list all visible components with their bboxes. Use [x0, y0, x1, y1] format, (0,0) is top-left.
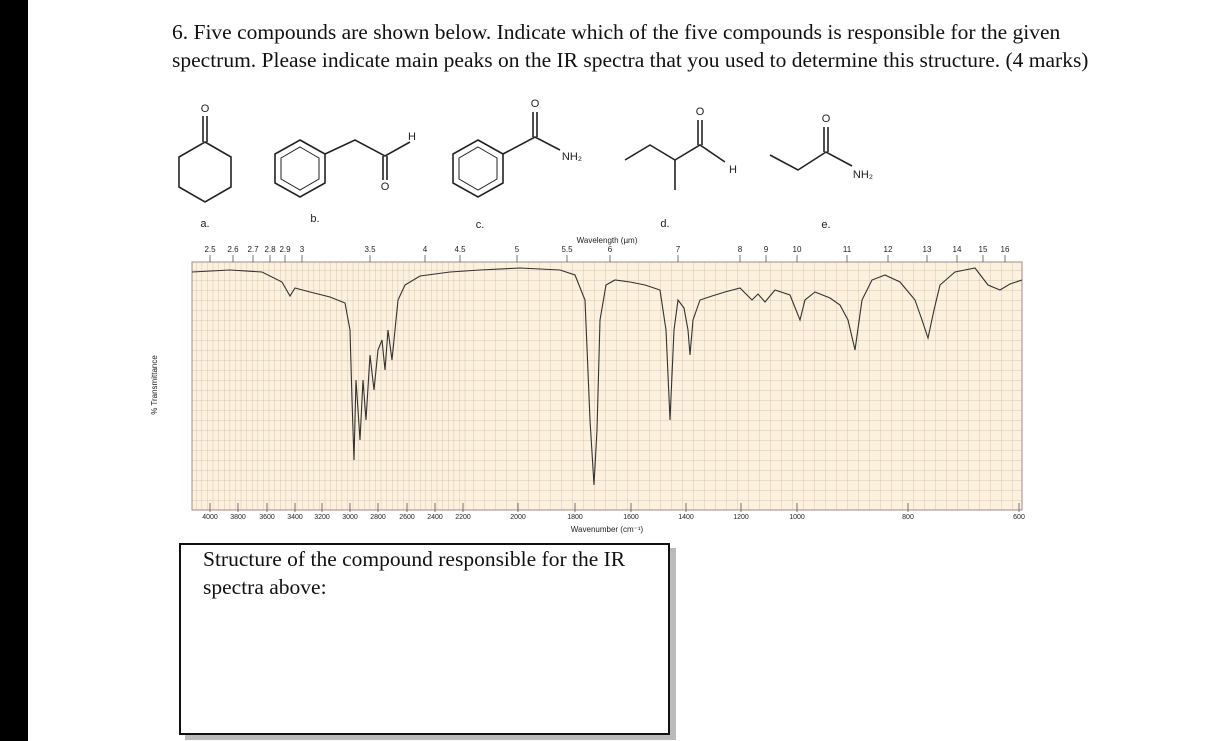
grid-fine [192, 262, 470, 510]
wavelength-tick-label: 2.5 [204, 245, 216, 254]
wavenumber-tick-label: 2600 [399, 514, 415, 521]
wavelength-tick-label: 4 [423, 245, 428, 254]
wavenumber-tick-label: 2200 [455, 514, 471, 521]
wavelength-tick-label: 2.6 [227, 245, 239, 254]
wavelength-tick-label: 5 [515, 245, 520, 254]
wavelength-tick-label: 14 [953, 245, 962, 254]
wavelength-tick-label: 8 [738, 245, 743, 254]
wavenumber-tick-label: 1000 [789, 514, 805, 521]
compound-label: a. [200, 218, 209, 230]
spectrum-trace [191, 267, 1023, 486]
atom-label: O [531, 98, 540, 110]
compound-label: b. [310, 213, 319, 225]
wavelength-tick-label: 6 [608, 245, 613, 254]
wavenumber-tick-label: 3200 [314, 514, 330, 521]
wavenumber-tick-label: 2000 [510, 514, 526, 521]
wavenumber-tick-label: 1400 [678, 514, 694, 521]
wavenumber-tick-label: 600 [1013, 514, 1025, 521]
wavelength-tick-label: 3 [300, 245, 305, 254]
grid-coarse [470, 262, 1022, 510]
wavenumber-tick-label: 3600 [259, 514, 275, 521]
wavenumber-tick-label: 3400 [287, 514, 303, 521]
wavelength-tick-label: 11 [843, 245, 852, 254]
wavenumber-tick-label: 800 [902, 514, 914, 521]
wavelength-axis-label: Wavelength (µm) [577, 236, 638, 245]
compound-label: d. [660, 218, 669, 230]
answer-box: Structure of the compound responsible fo… [179, 543, 670, 735]
atom-label: H [729, 164, 737, 176]
wavelength-tick-label: 13 [923, 245, 932, 254]
compound-label: c. [476, 219, 485, 231]
wavelength-tick-label: 9 [764, 245, 769, 254]
atom-label: NH₂ [562, 151, 582, 163]
wavelength-tick-label: 2.7 [247, 245, 259, 254]
wavenumber-tick-label: 2400 [427, 514, 443, 521]
tick-labels: 2.5 2.6 2.7 2.8 2.9 3 3.5 4 4.5 5 5.5 6 7 8 9 10 11 12 13 1… [150, 236, 1025, 534]
atom-labels: O H O O NH₂ O H O NH₂ [201, 98, 873, 193]
wavelength-tick-label: 3.5 [364, 245, 376, 254]
side-bar [0, 0, 28, 741]
wavelength-tick-label: 7 [676, 245, 681, 254]
compound-label: e. [821, 219, 830, 231]
wavenumber-tick-label: 2800 [370, 514, 386, 521]
wavenumber-tick-label: 3800 [230, 514, 246, 521]
wavelength-tick-label: 16 [1001, 245, 1010, 254]
wavenumber-tick-label: 3000 [342, 514, 358, 521]
spectrum-frame [191, 261, 1023, 511]
atom-label: NH₂ [853, 169, 873, 181]
wavelength-tick-label: 4.5 [454, 245, 466, 254]
atom-label: O [822, 113, 831, 125]
atom-label: O [201, 103, 210, 115]
wavenumber-axis-label: Wavenumber (cm⁻¹) [571, 525, 644, 534]
wavenumber-tick-label: 4000 [202, 514, 218, 521]
question-text: 6. Five compounds are shown below. Indic… [172, 20, 1089, 72]
compound-labels: a. b. c. d. e. [200, 213, 830, 231]
y-axis-label: % Transmittance [150, 355, 159, 415]
atom-label: H [408, 131, 416, 143]
wavelength-tick-label: 12 [884, 245, 893, 254]
wavelength-tick-label: 2.9 [279, 245, 291, 254]
wavenumber-tick-label: 1800 [567, 514, 583, 521]
wavelength-tick-label: 10 [793, 245, 802, 254]
wavelength-tick-label: 15 [979, 245, 988, 254]
structures [178, 112, 853, 203]
answer-prompt: Structure of the compound responsible fo… [203, 547, 626, 599]
atom-label: O [381, 181, 390, 193]
wavelength-tick-label: 2.8 [264, 245, 276, 254]
wavenumber-tick-label: 1600 [623, 514, 639, 521]
wavelength-tick-label: 5.5 [561, 245, 573, 254]
wavenumber-tick-label: 1200 [733, 514, 749, 521]
atom-label: O [696, 106, 705, 118]
